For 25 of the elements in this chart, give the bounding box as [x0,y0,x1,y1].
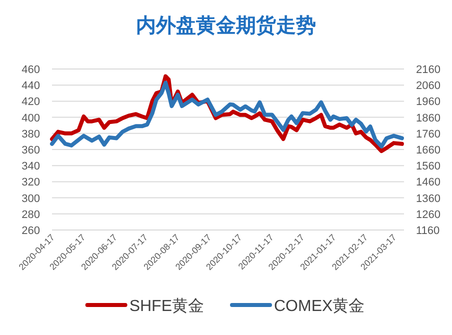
y-tick-label: 440 [22,80,40,92]
y2-tick-label: 1460 [416,176,440,189]
y-tick-label: 420 [22,96,40,108]
y-tick-label: 380 [22,128,40,140]
chart-title: 内外盘黄金期货走势 [136,15,316,37]
y2-tick-label: 2060 [416,80,440,92]
y-tick-label: 460 [22,64,40,76]
y-tick-label: 360 [22,144,40,156]
legend-label: COMEX黄金 [274,297,365,315]
y2-tick-label: 1360 [416,192,440,205]
y2-tick-label: 1960 [416,96,440,108]
y-tick-label: 340 [22,160,40,173]
legend-label: SHFE黄金 [129,297,204,315]
y-tick-label: 280 [22,208,40,221]
y2-tick-label: 1160 [416,225,440,237]
y2-tick-label: 1560 [416,160,440,173]
y-tick-label: 400 [22,112,40,124]
y2-tick-label: 1660 [416,144,440,156]
y-tick-label: 260 [22,225,40,237]
y2-tick-label: 1760 [416,128,440,140]
y2-tick-label: 1860 [416,112,440,124]
y2-tick-label: 2160 [416,64,440,76]
y2-tick-label: 1260 [416,208,440,221]
y-tick-label: 300 [22,192,40,205]
y-tick-label: 320 [22,176,40,189]
